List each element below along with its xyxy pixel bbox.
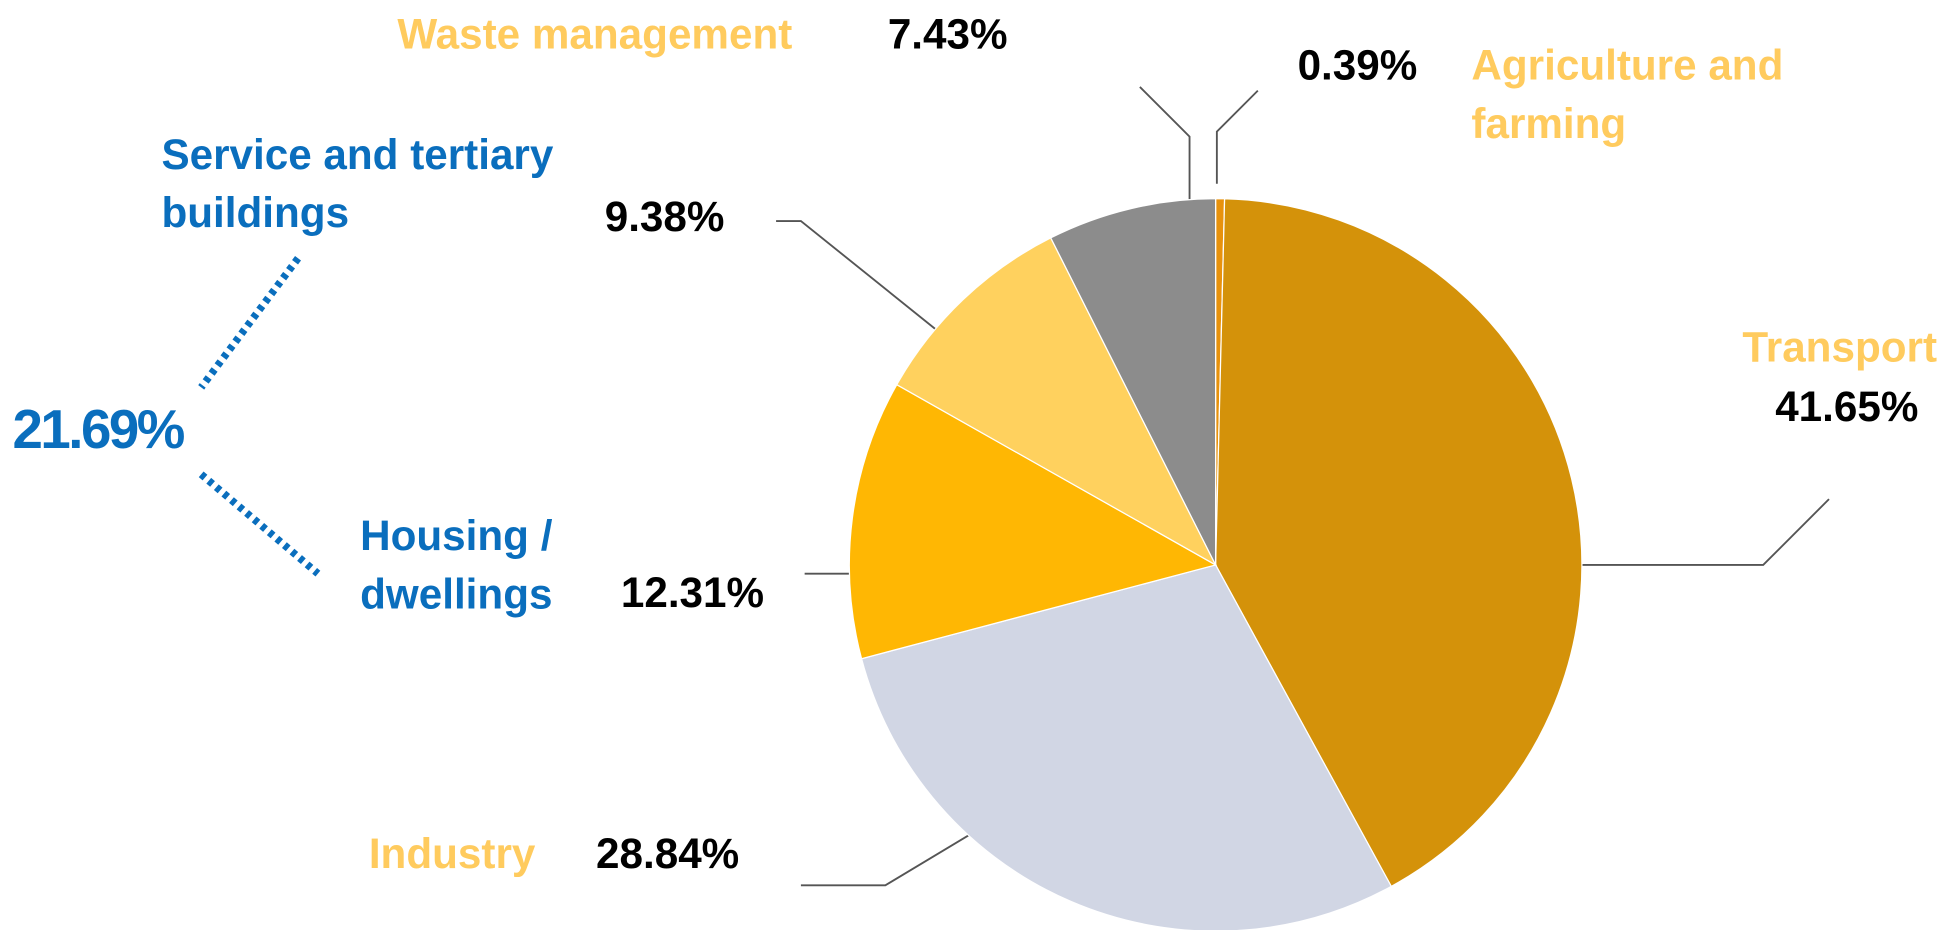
value-label: 41.65% <box>1775 383 1919 431</box>
category-label-box: Transport <box>1742 324 1938 372</box>
category-label-box: Service and tertiary buildings <box>161 131 554 238</box>
leader-line <box>1567 498 1830 566</box>
leader-lines <box>776 86 1830 887</box>
leader-line <box>800 824 986 887</box>
value-label-box: 28.84% <box>596 830 740 878</box>
pie <box>848 198 1583 930</box>
category-label-box: Waste management <box>397 11 793 59</box>
pie-slice <box>895 237 1218 567</box>
value-label-box: 9.38% <box>604 193 725 241</box>
pie-slice <box>1214 198 1583 888</box>
bracket-line <box>198 471 321 577</box>
bracket-line <box>198 256 302 390</box>
annotation-box: 21.69% <box>12 399 185 461</box>
value-label-box: 0.39% <box>1297 42 1418 90</box>
value-label-box: 12.31% <box>620 569 765 618</box>
group-bracket <box>198 256 321 577</box>
category-label: Industry <box>368 830 536 878</box>
value-label-box: 41.65% <box>1775 383 1919 431</box>
value-label: 0.39% <box>1297 42 1418 90</box>
category-label-box: Agriculture and farming <box>1471 42 1784 148</box>
leader-line <box>776 220 941 334</box>
category-label: Transport <box>1742 324 1938 372</box>
category-label: Service and tertiary buildings <box>161 131 554 238</box>
value-label: 7.43% <box>887 11 1008 59</box>
value-label: 28.84% <box>596 830 740 878</box>
category-label: Agriculture and farming <box>1471 42 1784 148</box>
category-label: Housing / dwellings <box>360 512 553 619</box>
pie-slice <box>860 564 1393 930</box>
group-total: 21.69% <box>12 399 185 461</box>
pie-slice <box>848 383 1218 660</box>
category-label: Waste management <box>397 11 793 59</box>
value-label-box: 7.43% <box>887 11 1008 59</box>
category-label-box: Housing / dwellings <box>360 512 553 619</box>
pie-slice <box>1049 198 1217 566</box>
leader-line <box>1139 86 1191 218</box>
value-label: 12.31% <box>620 569 765 618</box>
category-label-box: Industry <box>368 830 536 878</box>
leader-line <box>1215 89 1259 184</box>
value-label: 9.38% <box>604 193 725 241</box>
